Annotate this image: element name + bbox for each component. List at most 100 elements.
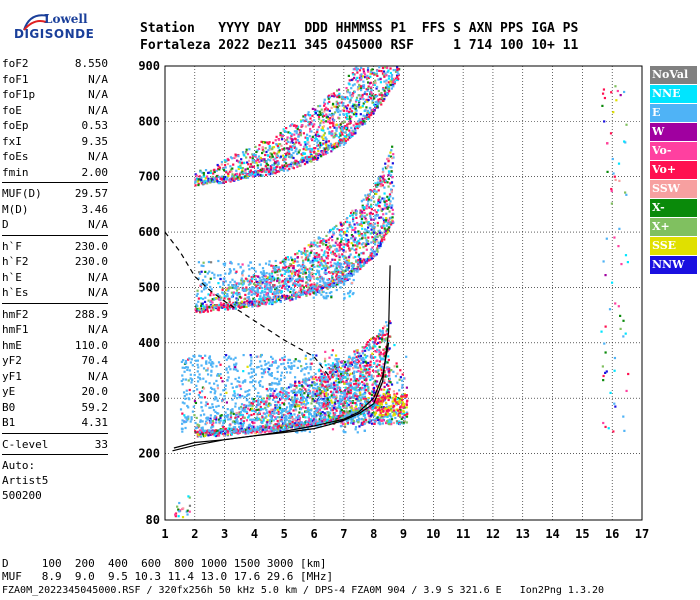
echo-point [218, 295, 221, 298]
echo-point [324, 152, 327, 156]
echo-point [320, 259, 323, 262]
echo-point [369, 72, 372, 75]
echo-point [266, 292, 269, 295]
echo-point [307, 147, 310, 151]
echo-point [387, 154, 390, 157]
echo-point [265, 415, 268, 418]
echo-point [221, 424, 224, 427]
echo-point [216, 429, 219, 432]
echo-point [217, 168, 220, 171]
echo-point [326, 116, 330, 119]
echo-point [275, 300, 279, 303]
echo-point [347, 238, 350, 242]
echo-point [306, 292, 309, 295]
echo-point [244, 293, 247, 297]
echo-point [327, 400, 330, 403]
echo-point [254, 290, 257, 293]
echo-point [201, 420, 204, 423]
echo-point [379, 175, 382, 178]
echo-point [333, 105, 336, 108]
echo-point [238, 295, 241, 298]
echo-point [312, 155, 315, 158]
echo-point [235, 414, 238, 417]
echo-point [328, 231, 331, 234]
echo-point [377, 178, 380, 181]
echo-point [385, 199, 388, 203]
echo-point [206, 430, 209, 433]
echo-point [349, 372, 352, 375]
echo-point [328, 146, 331, 149]
echo-point [295, 292, 299, 295]
echo-point [271, 408, 274, 412]
echo-point [383, 221, 386, 224]
echo-point [299, 390, 302, 394]
echo-point [368, 193, 371, 196]
echo-point [388, 369, 392, 372]
echo-point [285, 138, 289, 141]
echo-point [348, 249, 351, 252]
echo-point [385, 321, 388, 324]
echo-point [296, 138, 299, 142]
echo-point [293, 146, 296, 150]
echo-point [366, 203, 369, 206]
echo-point [239, 306, 242, 309]
echo-point [324, 286, 328, 289]
echo-point [378, 231, 381, 234]
echo-point [300, 421, 303, 424]
echo-point [349, 214, 352, 217]
echo-point [284, 269, 287, 272]
echo-point [335, 275, 338, 278]
echo-point [221, 306, 224, 309]
echo-point [333, 94, 336, 97]
echo-point [317, 394, 320, 397]
echo-point [209, 169, 213, 173]
echo-point [325, 234, 328, 238]
echo-point [348, 392, 351, 395]
echo-point [271, 270, 274, 273]
echo-point [353, 248, 356, 252]
x-tick-label: 14 [545, 527, 559, 541]
echo-point [246, 278, 249, 281]
echo-point [373, 200, 376, 203]
echo-point [343, 137, 346, 140]
x-tick-label: 2 [191, 527, 198, 541]
echo-point [367, 98, 370, 102]
echo-point [256, 149, 259, 152]
echo-point [273, 412, 276, 415]
echo-point [331, 392, 334, 395]
param-value: 3.46 [81, 202, 109, 216]
echo-point [383, 338, 386, 341]
echo-point [210, 299, 213, 302]
param-key: B1 [2, 416, 16, 429]
echo-point [271, 146, 274, 149]
echo-point [300, 388, 303, 392]
echo-point [268, 281, 271, 284]
echo-point [304, 116, 307, 119]
echo-point [212, 304, 215, 307]
echo-point [313, 255, 317, 258]
echo-point [383, 186, 386, 189]
echo-point [268, 274, 272, 278]
echo-point [369, 222, 372, 225]
echo-point [335, 108, 338, 111]
echo-point [279, 261, 282, 264]
echo-point [317, 270, 321, 273]
echo-point [295, 124, 298, 128]
echo-point [372, 227, 376, 230]
echo-point [351, 226, 354, 229]
echo-point [264, 400, 267, 403]
echo-point [256, 425, 259, 428]
echo-point [304, 136, 307, 139]
echo-point [367, 81, 370, 84]
echo-point [386, 361, 389, 364]
header-row-labels: Station YYYY DAY DDD HHMMSS P1 FFS S AXN… [140, 21, 579, 36]
echo-point [345, 112, 348, 116]
param-row-md: M(D) 3.46 [2, 202, 108, 218]
echo-point [315, 289, 318, 292]
echo-point [333, 270, 337, 273]
echo-point [335, 360, 339, 363]
echo-point [311, 378, 314, 381]
echo-point [387, 75, 391, 78]
echo-point [202, 433, 205, 436]
echo-point [338, 139, 342, 142]
